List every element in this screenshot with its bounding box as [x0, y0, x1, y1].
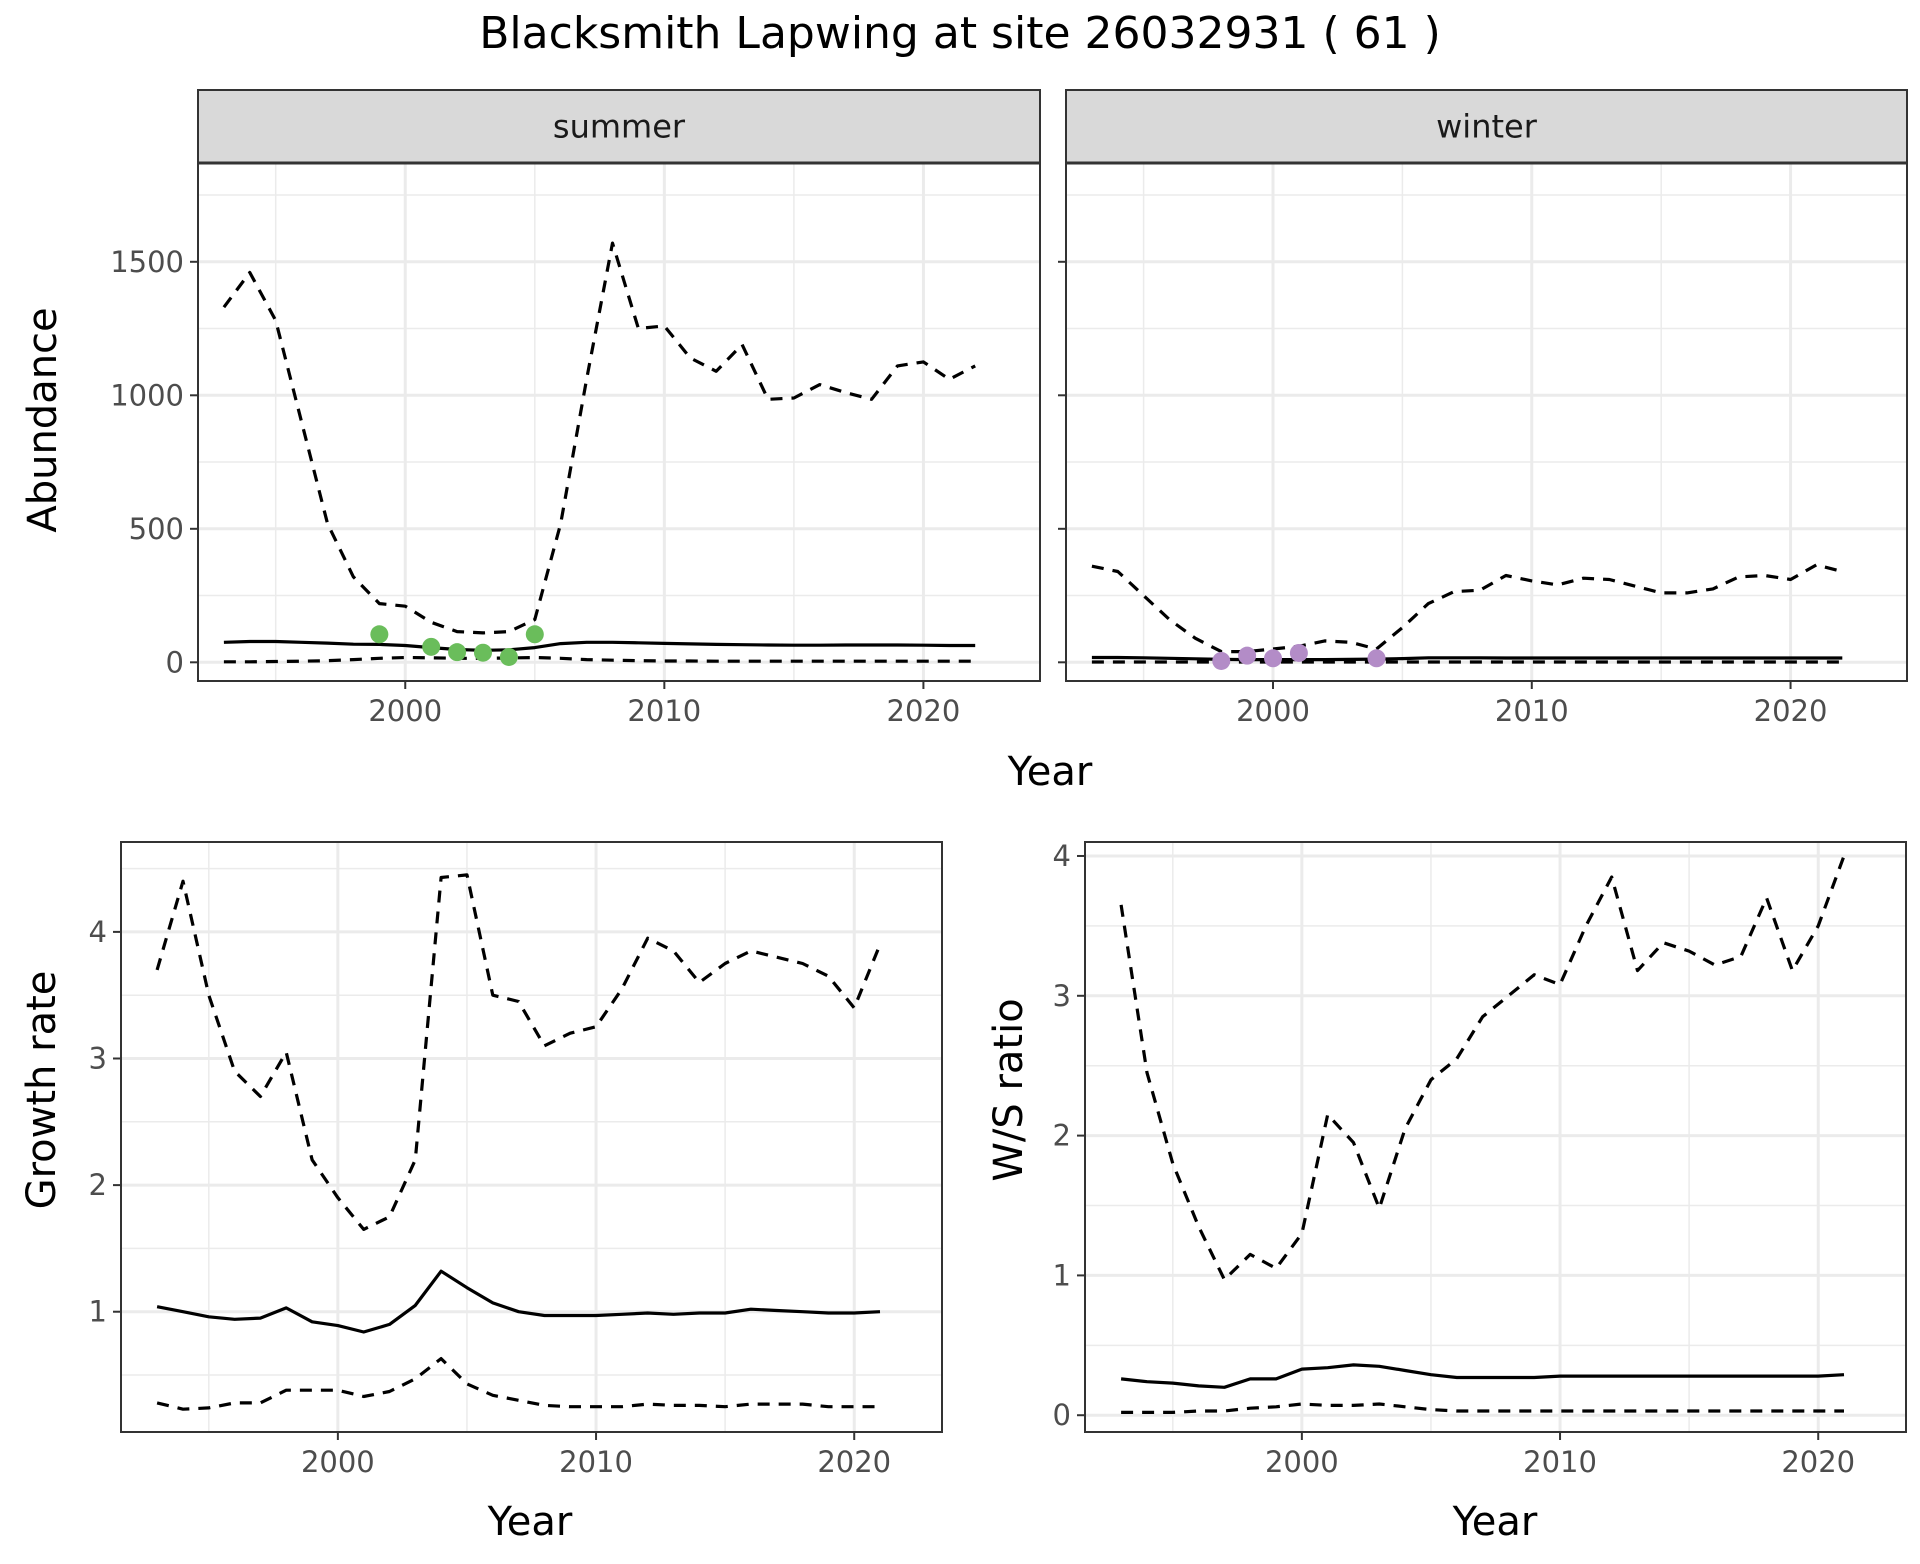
- data-point: [500, 648, 518, 666]
- data-point: [1212, 652, 1230, 670]
- x-tick-label: 2000: [301, 1445, 375, 1479]
- x-tick-label: 2010: [1495, 694, 1569, 728]
- plot-background: [198, 163, 1040, 681]
- x-tick-label: 2000: [1236, 694, 1310, 728]
- x-tick-label: 2020: [887, 694, 961, 728]
- ws-ratio-panel: 2000 2010 2020 0 1 2 3 4: [1053, 839, 1906, 1479]
- x-tick-label: 2010: [559, 1445, 633, 1479]
- plot-background: [1066, 163, 1907, 681]
- estimate-line: [1092, 658, 1842, 660]
- facet-strip-label: winter: [1436, 108, 1538, 146]
- y-tick-label: 0: [1053, 1398, 1071, 1432]
- y-tick-label: 4: [89, 915, 107, 949]
- ratio-y-axis-label: W/S ratio: [986, 998, 1032, 1181]
- x-tick-label: 2010: [627, 694, 701, 728]
- growth-y-axis-label: Growth rate: [19, 971, 65, 1210]
- data-point: [448, 643, 466, 661]
- x-tick-label: 2020: [817, 1445, 891, 1479]
- data-point: [1290, 644, 1308, 662]
- x-tick-label: 2010: [1523, 1445, 1597, 1479]
- x-tick-label: 2020: [1754, 694, 1828, 728]
- data-point: [526, 625, 544, 643]
- y-tick-label: 2: [1053, 1119, 1071, 1153]
- y-tick-label: 0: [166, 645, 184, 679]
- data-point: [474, 644, 492, 662]
- data-point: [1238, 647, 1256, 665]
- data-point: [422, 638, 440, 656]
- y-tick-label: 1: [1053, 1258, 1071, 1292]
- growth-rate-panel: 2000 2010 2020 1 2 3 4: [89, 842, 942, 1479]
- ratio-x-axis-label: Year: [1452, 1499, 1538, 1545]
- y-tick-label: 3: [89, 1042, 107, 1076]
- facet-strip-label: summer: [553, 108, 686, 146]
- y-tick-label: 1: [89, 1295, 107, 1329]
- summer-panel: summer 2000 2010 2020 0 500 1000 1500: [110, 90, 1040, 728]
- growth-x-axis-label: Year: [487, 1499, 573, 1545]
- top-y-axis-label: Abundance: [20, 307, 66, 532]
- x-tick-label: 2000: [368, 694, 442, 728]
- data-point: [1368, 649, 1386, 667]
- y-tick-label: 3: [1053, 979, 1071, 1013]
- x-tick-label: 2000: [1265, 1445, 1339, 1479]
- data-point: [370, 625, 388, 643]
- y-tick-label: 2: [89, 1168, 107, 1202]
- data-point: [1264, 649, 1282, 667]
- winter-panel: winter 2000 2010 2020: [1058, 90, 1907, 728]
- y-tick-label: 1000: [110, 378, 184, 412]
- y-tick-label: 1500: [110, 245, 184, 279]
- figure-title: Blacksmith Lapwing at site 26032931 ( 61…: [479, 8, 1441, 59]
- y-tick-label: 500: [129, 512, 184, 546]
- y-tick-label: 4: [1053, 839, 1071, 873]
- top-x-axis-label: Year: [1007, 749, 1093, 795]
- x-tick-label: 2020: [1781, 1445, 1855, 1479]
